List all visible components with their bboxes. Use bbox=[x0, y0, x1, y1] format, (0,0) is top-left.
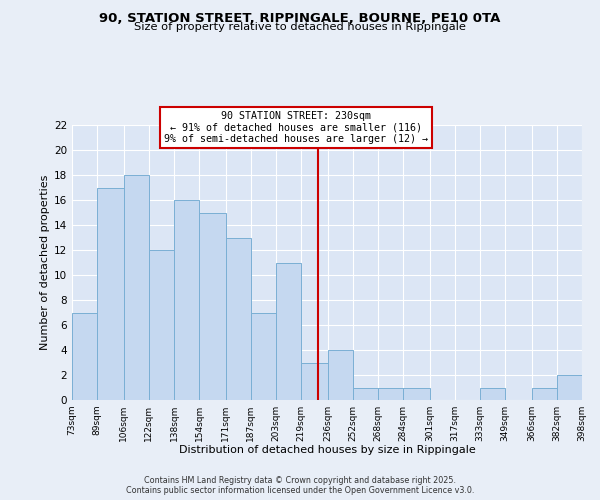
Bar bbox=[301, 362, 328, 400]
Bar bbox=[174, 200, 199, 400]
Bar bbox=[199, 212, 226, 400]
Bar bbox=[532, 388, 557, 400]
Text: Size of property relative to detached houses in Rippingale: Size of property relative to detached ho… bbox=[134, 22, 466, 32]
Bar bbox=[72, 312, 97, 400]
Y-axis label: Number of detached properties: Number of detached properties bbox=[40, 175, 50, 350]
Bar bbox=[97, 188, 124, 400]
Bar bbox=[226, 238, 251, 400]
Bar bbox=[328, 350, 353, 400]
Text: Contains HM Land Registry data © Crown copyright and database right 2025.
Contai: Contains HM Land Registry data © Crown c… bbox=[126, 476, 474, 495]
Bar bbox=[124, 175, 149, 400]
X-axis label: Distribution of detached houses by size in Rippingale: Distribution of detached houses by size … bbox=[179, 446, 475, 456]
Bar bbox=[251, 312, 276, 400]
Bar bbox=[557, 375, 582, 400]
Bar bbox=[276, 262, 301, 400]
Bar bbox=[353, 388, 378, 400]
Bar bbox=[149, 250, 174, 400]
Bar bbox=[403, 388, 430, 400]
Bar bbox=[378, 388, 403, 400]
Text: 90 STATION STREET: 230sqm
← 91% of detached houses are smaller (116)
9% of semi-: 90 STATION STREET: 230sqm ← 91% of detac… bbox=[164, 112, 428, 144]
Bar bbox=[480, 388, 505, 400]
Text: 90, STATION STREET, RIPPINGALE, BOURNE, PE10 0TA: 90, STATION STREET, RIPPINGALE, BOURNE, … bbox=[100, 12, 500, 26]
